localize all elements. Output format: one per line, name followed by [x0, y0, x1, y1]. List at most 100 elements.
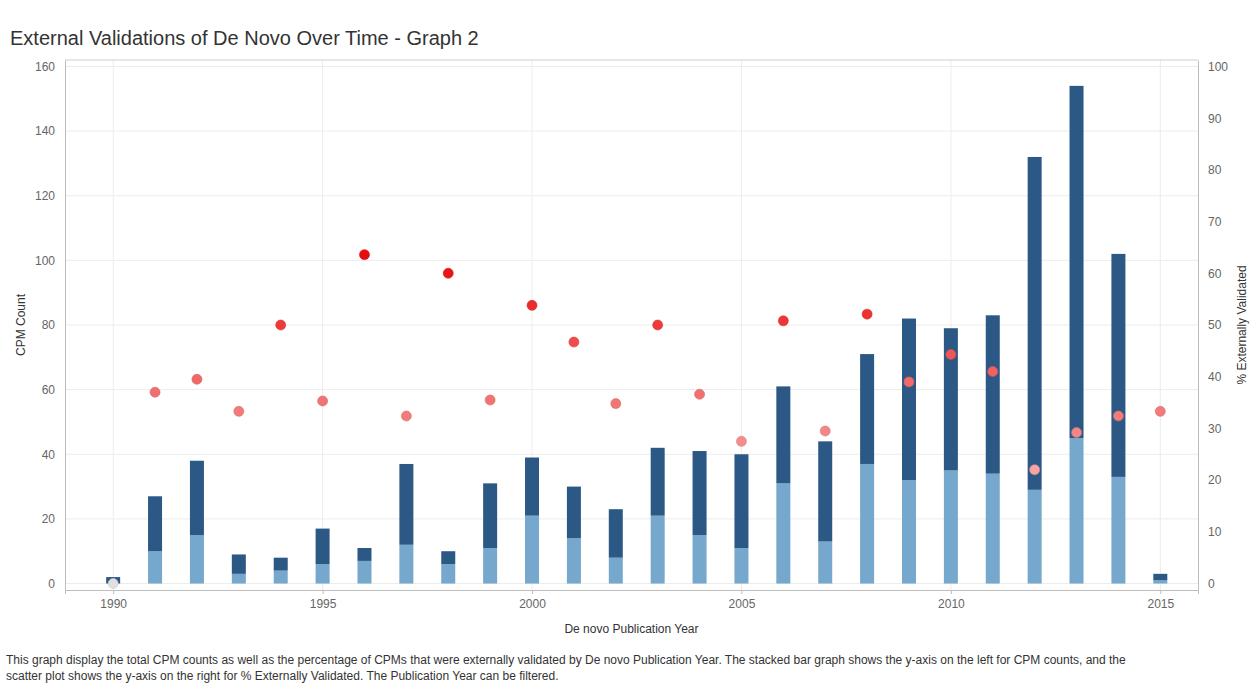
y-axis-title: CPM Count	[14, 293, 28, 356]
tick: 100	[1198, 60, 1228, 74]
tick-label: 70	[1208, 215, 1222, 229]
bar-segment	[944, 328, 958, 470]
scatter-point	[736, 436, 746, 446]
tick: 1995	[310, 590, 337, 611]
bar-segment	[609, 558, 623, 584]
tick-label: 2000	[519, 597, 546, 611]
scatter-point	[443, 268, 453, 278]
bar-segment	[818, 441, 832, 541]
scatter-point	[1113, 411, 1123, 421]
bar-segment	[525, 458, 539, 516]
scatter-point	[150, 387, 160, 397]
bar-segment	[148, 551, 162, 583]
bar-segment	[483, 548, 497, 584]
tick: 50	[1198, 318, 1222, 332]
bar-segment	[357, 548, 371, 561]
bar-segment	[1153, 574, 1167, 580]
bar-segment	[274, 571, 288, 584]
tick: 0	[48, 577, 65, 591]
tick: 0	[1198, 577, 1215, 591]
bar-segment	[818, 542, 832, 584]
background	[0, 0, 1258, 693]
scatter-point	[988, 367, 998, 377]
tick: 140	[35, 124, 65, 138]
bar-segment	[1153, 580, 1167, 583]
y2-axis: 0 10 20 30 40 50 60 70 80 90 100	[1198, 60, 1228, 591]
x-axis: 199019952000200520102015	[66, 590, 1199, 611]
bar-segment	[1070, 438, 1084, 583]
axis-line	[1198, 61, 1199, 591]
scatter-point	[695, 389, 705, 399]
grid-line-y	[65, 131, 1198, 132]
bar-segment	[986, 474, 1000, 584]
tick-label: 100	[35, 254, 55, 268]
scatter-point	[485, 395, 495, 405]
tick-label: 80	[1208, 163, 1222, 177]
tick-label: 0	[1208, 577, 1215, 591]
tick: 20	[1198, 473, 1222, 487]
scatter-point	[611, 399, 621, 409]
bar-segment	[316, 529, 330, 565]
tick-label: 1990	[100, 597, 127, 611]
bar-segment	[693, 535, 707, 583]
scatter-point	[1155, 406, 1165, 416]
plot-frame	[65, 60, 1198, 61]
axis-line	[65, 61, 66, 591]
scatter-point	[527, 300, 537, 310]
scatter-point	[1072, 428, 1082, 438]
axis-line	[66, 591, 1199, 595]
tick: 2000	[519, 590, 546, 611]
tick-mark	[113, 590, 114, 594]
tick-label: 140	[35, 124, 55, 138]
tick: 40	[1198, 370, 1222, 384]
tick-label: 80	[42, 318, 56, 332]
scatter-point	[946, 349, 956, 359]
bar-segment	[986, 315, 1000, 473]
bar-segment	[190, 461, 204, 535]
tick: 30	[1198, 422, 1222, 436]
bar-segment	[944, 470, 958, 583]
tick-mark	[951, 590, 952, 594]
tick: 40	[42, 448, 65, 462]
bar-segment	[232, 574, 246, 584]
bar-segment	[734, 548, 748, 584]
tick-label: 120	[35, 189, 55, 203]
tick: 20	[42, 512, 65, 526]
tick-label: 90	[1208, 112, 1222, 126]
tick-label: 60	[1208, 267, 1222, 281]
scatter-point	[653, 320, 663, 330]
tick-label: 100	[1208, 60, 1228, 74]
grid-line-x	[113, 60, 114, 590]
scatter-point	[108, 579, 118, 589]
caption: This graph display the total CPM counts …	[6, 653, 1126, 667]
grid-line-x	[322, 60, 323, 590]
scatter-point	[401, 411, 411, 421]
bar-segment	[399, 464, 413, 545]
tick: 2005	[729, 590, 756, 611]
chart-svg: External Validations of De Novo Over Tim…	[0, 0, 1258, 693]
tick-label: 1995	[310, 597, 337, 611]
tick-label: 2010	[938, 597, 965, 611]
tick-label: 0	[48, 577, 55, 591]
tick: 90	[1198, 112, 1222, 126]
bar-segment	[902, 319, 916, 481]
bar-segment	[567, 487, 581, 539]
bar-segment	[693, 451, 707, 535]
bar-segment	[1111, 254, 1125, 477]
tick: 10	[1198, 525, 1222, 539]
tick-label: 20	[42, 512, 56, 526]
bar-segment	[860, 354, 874, 464]
y2-axis-title: % Externally Validated	[1235, 265, 1249, 384]
tick-label: 10	[1208, 525, 1222, 539]
bar-segment	[441, 551, 455, 564]
bar-segment	[190, 535, 204, 583]
bar-segment	[1028, 490, 1042, 584]
bar-segment	[776, 386, 790, 483]
scatter-point	[904, 377, 914, 387]
grid-line-y	[65, 66, 1198, 67]
tick-label: 40	[42, 448, 56, 462]
tick: 1990	[100, 590, 127, 611]
scatter-point	[820, 426, 830, 436]
tick-label: 30	[1208, 422, 1222, 436]
scatter-point	[276, 320, 286, 330]
